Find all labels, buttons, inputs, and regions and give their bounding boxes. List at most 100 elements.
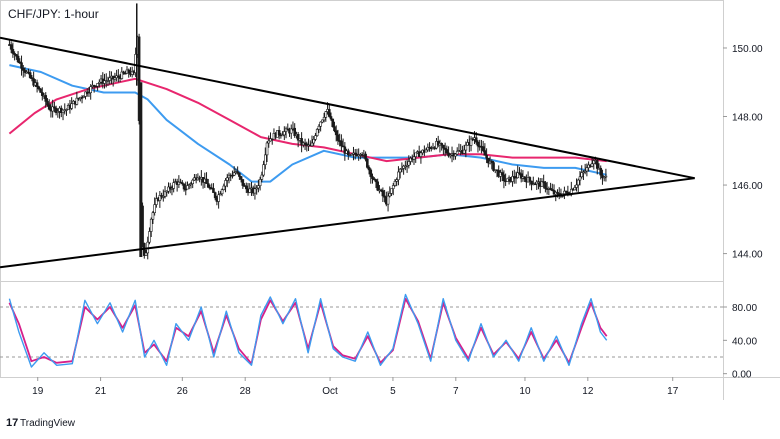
candle-body <box>542 181 545 184</box>
candle-body <box>222 185 226 190</box>
candle-body <box>469 138 473 146</box>
candle-body <box>340 140 343 147</box>
candle-body <box>419 152 423 157</box>
candle-body <box>390 188 393 194</box>
candle-body <box>89 86 92 93</box>
time-axis: 19 21 26 28 Oct 5 7 10 12 17 <box>32 377 679 397</box>
candle-body <box>300 138 303 146</box>
candle-body <box>264 154 267 166</box>
moving-averages <box>8 64 607 183</box>
candle-body <box>53 106 56 109</box>
price-tick-label: 146.00 <box>732 181 763 192</box>
candle-body <box>15 54 18 57</box>
candle-body <box>103 80 106 84</box>
candle-body <box>386 195 390 205</box>
candle-body <box>595 160 599 169</box>
candle-body <box>255 187 258 190</box>
candle-body <box>206 183 210 188</box>
tradingview-logo-icon: 17 <box>6 417 18 429</box>
candle-body <box>449 154 452 157</box>
candle-body <box>40 92 44 96</box>
candle-body <box>464 144 468 151</box>
candle-body <box>372 178 376 180</box>
candle-body <box>98 81 101 84</box>
price-tick-label: 144.00 <box>732 250 763 261</box>
candle-body <box>350 153 354 156</box>
candle-body <box>544 182 547 189</box>
candle-body <box>137 36 141 121</box>
candle-body <box>376 181 379 191</box>
candle-body <box>172 182 175 189</box>
candle-body <box>267 140 271 144</box>
candle-body <box>407 161 411 166</box>
candle-body <box>253 188 257 194</box>
candle-body <box>353 152 357 155</box>
candle-body <box>324 111 328 118</box>
candle-body <box>224 180 227 187</box>
stochastic-tick-label: 40.00 <box>732 336 757 347</box>
candle-body <box>492 162 495 171</box>
candle-body <box>277 130 281 136</box>
candle-body <box>51 106 54 112</box>
candle-body <box>187 184 191 186</box>
candle-body <box>443 147 447 150</box>
candle-body <box>400 168 404 170</box>
stochastic-tick-label: 80.00 <box>732 303 757 314</box>
candle-body <box>217 194 220 202</box>
stochastic-k-line <box>8 293 608 368</box>
candle-body <box>481 146 485 151</box>
candle-body <box>523 176 526 180</box>
candle-body <box>220 189 224 195</box>
candle-body <box>238 172 241 177</box>
candle-body <box>296 134 300 141</box>
price-pane-border <box>0 0 724 282</box>
candle-body <box>314 135 317 140</box>
candle-body <box>575 184 578 188</box>
candle-body <box>319 121 322 127</box>
candle-body <box>286 128 290 131</box>
candle-body <box>149 218 153 232</box>
candle-body <box>82 96 86 98</box>
moving-average-line-2 <box>8 77 607 163</box>
candle-body <box>9 44 13 50</box>
candle-body <box>30 77 34 79</box>
candle-body <box>519 173 523 179</box>
candle-body <box>13 53 16 55</box>
candle-body <box>602 176 606 179</box>
candle-body <box>374 179 378 183</box>
candle-body <box>244 185 248 190</box>
candle-body <box>393 181 397 186</box>
candle-body <box>32 78 35 86</box>
candle-body <box>369 169 373 177</box>
candle-body <box>248 188 252 193</box>
candle-body <box>341 145 345 148</box>
candle-body <box>442 144 445 149</box>
candle-body <box>388 193 392 197</box>
time-tick-label: 28 <box>240 386 252 397</box>
candle-body <box>122 71 125 74</box>
tradingview-logo: 17 TradingView <box>6 417 76 429</box>
price-axis: 144.00 146.00 148.00 150.00 <box>723 44 763 261</box>
candle-body <box>398 168 402 173</box>
candle-body <box>329 116 333 120</box>
candle-body <box>127 69 131 74</box>
time-tick-label: 19 <box>32 386 44 397</box>
candle-body <box>219 193 222 196</box>
candle-body <box>231 174 234 177</box>
candle-body <box>599 167 603 176</box>
candle-body <box>94 85 98 88</box>
candle-body <box>232 172 236 176</box>
candle-body <box>163 190 167 197</box>
candle-body <box>412 156 416 160</box>
candle-body <box>391 185 395 189</box>
candle-body <box>96 83 99 87</box>
candle-body <box>181 182 184 185</box>
candle-body <box>516 172 520 178</box>
chart-title: CHF/JPY: 1-hour <box>8 7 99 21</box>
candle-body <box>312 139 316 144</box>
candle-body <box>87 92 91 94</box>
candle-body <box>61 109 65 113</box>
oscillator-pane-border <box>0 281 724 378</box>
candle-body <box>346 150 350 156</box>
